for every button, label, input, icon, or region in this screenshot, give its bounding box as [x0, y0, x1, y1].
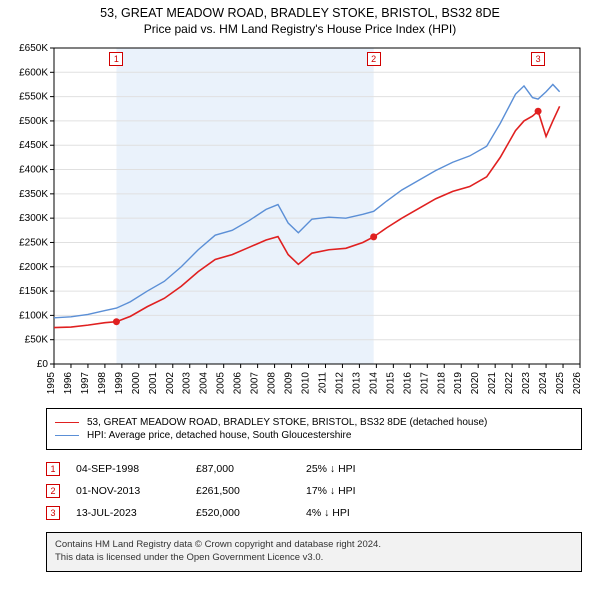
- svg-text:1999: 1999: [114, 372, 125, 395]
- svg-text:2001: 2001: [148, 372, 159, 395]
- svg-text:2018: 2018: [436, 372, 447, 395]
- svg-text:1998: 1998: [97, 372, 108, 395]
- sale-marker-3: 3: [531, 52, 545, 66]
- svg-text:2017: 2017: [419, 372, 430, 395]
- sale-marker-1: 1: [109, 52, 123, 66]
- svg-text:2010: 2010: [301, 372, 312, 395]
- transaction-price: £87,000: [196, 463, 306, 475]
- svg-text:1995: 1995: [46, 372, 57, 395]
- svg-text:2004: 2004: [199, 372, 210, 395]
- sale-marker-2: 2: [367, 52, 381, 66]
- transaction-marker: 1: [46, 462, 60, 476]
- transactions-table: 1 04-SEP-1998£87,00025% ↓ HPI 2 01-NOV-2013…: [46, 458, 582, 524]
- transaction-row: 2 01-NOV-2013£261,50017% ↓ HPI: [46, 480, 582, 502]
- footer-line-1: Contains HM Land Registry data © Crown c…: [55, 539, 573, 552]
- transaction-date: 13-JUL-2023: [76, 507, 196, 519]
- svg-text:2002: 2002: [165, 372, 176, 395]
- legend-swatch: [55, 435, 79, 436]
- svg-text:2021: 2021: [487, 372, 498, 395]
- svg-text:2007: 2007: [250, 372, 261, 395]
- chart-title: 53, GREAT MEADOW ROAD, BRADLEY STOKE, BR…: [8, 6, 592, 20]
- svg-text:2005: 2005: [216, 372, 227, 395]
- svg-text:1996: 1996: [63, 372, 74, 395]
- svg-text:£250K: £250K: [19, 237, 48, 248]
- svg-text:2019: 2019: [453, 372, 464, 395]
- svg-text:£400K: £400K: [19, 165, 48, 176]
- svg-text:£150K: £150K: [19, 286, 48, 297]
- svg-text:2022: 2022: [504, 372, 515, 395]
- transaction-delta: 25% ↓ HPI: [306, 463, 406, 475]
- svg-text:2012: 2012: [334, 372, 345, 395]
- svg-text:£300K: £300K: [19, 213, 48, 224]
- legend-item-1: HPI: Average price, detached house, Sout…: [55, 430, 573, 441]
- sale-point-1: [113, 318, 120, 325]
- chart-titles: 53, GREAT MEADOW ROAD, BRADLEY STOKE, BR…: [0, 0, 600, 38]
- svg-text:2026: 2026: [572, 372, 583, 395]
- svg-text:£200K: £200K: [19, 262, 48, 273]
- svg-text:2024: 2024: [538, 372, 549, 395]
- svg-text:2023: 2023: [521, 372, 532, 395]
- sale-point-2: [370, 233, 377, 240]
- chart-subtitle: Price paid vs. HM Land Registry's House …: [8, 22, 592, 36]
- svg-text:£350K: £350K: [19, 189, 48, 200]
- svg-text:£0: £0: [37, 359, 49, 370]
- svg-text:2016: 2016: [402, 372, 413, 395]
- price-chart: £0 £50K £100K £150K £200K £250K £300K £350K £400…: [8, 42, 592, 402]
- svg-text:2014: 2014: [368, 372, 379, 395]
- svg-text:1997: 1997: [80, 372, 91, 395]
- legend-label: HPI: Average price, detached house, Sout…: [87, 430, 351, 441]
- svg-text:£100K: £100K: [19, 310, 48, 321]
- transaction-delta: 4% ↓ HPI: [306, 507, 406, 519]
- svg-text:£500K: £500K: [19, 116, 48, 127]
- svg-text:2000: 2000: [131, 372, 142, 395]
- legend: 53, GREAT MEADOW ROAD, BRADLEY STOKE, BR…: [46, 408, 582, 450]
- legend-label: 53, GREAT MEADOW ROAD, BRADLEY STOKE, BR…: [87, 417, 487, 428]
- sale-point-3: [535, 108, 542, 115]
- svg-text:2003: 2003: [182, 372, 193, 395]
- transaction-date: 04-SEP-1998: [76, 463, 196, 475]
- svg-text:£650K: £650K: [19, 43, 48, 54]
- legend-swatch: [55, 422, 79, 423]
- transaction-marker: 2: [46, 484, 60, 498]
- svg-text:2025: 2025: [555, 372, 566, 395]
- svg-text:2015: 2015: [385, 372, 396, 395]
- transaction-price: £261,500: [196, 485, 306, 497]
- chart-area: £0 £50K £100K £150K £200K £250K £300K £350K £400…: [8, 42, 592, 402]
- footer-line-2: This data is licensed under the Open Gov…: [55, 552, 573, 565]
- svg-text:£450K: £450K: [19, 140, 48, 151]
- svg-text:2008: 2008: [267, 372, 278, 395]
- svg-text:£600K: £600K: [19, 67, 48, 78]
- transaction-delta: 17% ↓ HPI: [306, 485, 406, 497]
- transaction-row: 1 04-SEP-1998£87,00025% ↓ HPI: [46, 458, 582, 480]
- footer-attribution: Contains HM Land Registry data © Crown c…: [46, 532, 582, 572]
- svg-text:2011: 2011: [317, 372, 328, 394]
- transaction-price: £520,000: [196, 507, 306, 519]
- svg-text:2009: 2009: [284, 372, 295, 395]
- legend-item-0: 53, GREAT MEADOW ROAD, BRADLEY STOKE, BR…: [55, 417, 573, 428]
- transaction-row: 3 13-JUL-2023£520,0004% ↓ HPI: [46, 502, 582, 524]
- svg-text:2006: 2006: [233, 372, 244, 395]
- svg-text:2013: 2013: [351, 372, 362, 395]
- svg-text:£50K: £50K: [25, 335, 49, 346]
- svg-text:£550K: £550K: [19, 92, 48, 103]
- transaction-marker: 3: [46, 506, 60, 520]
- svg-text:2020: 2020: [470, 372, 481, 395]
- transaction-date: 01-NOV-2013: [76, 485, 196, 497]
